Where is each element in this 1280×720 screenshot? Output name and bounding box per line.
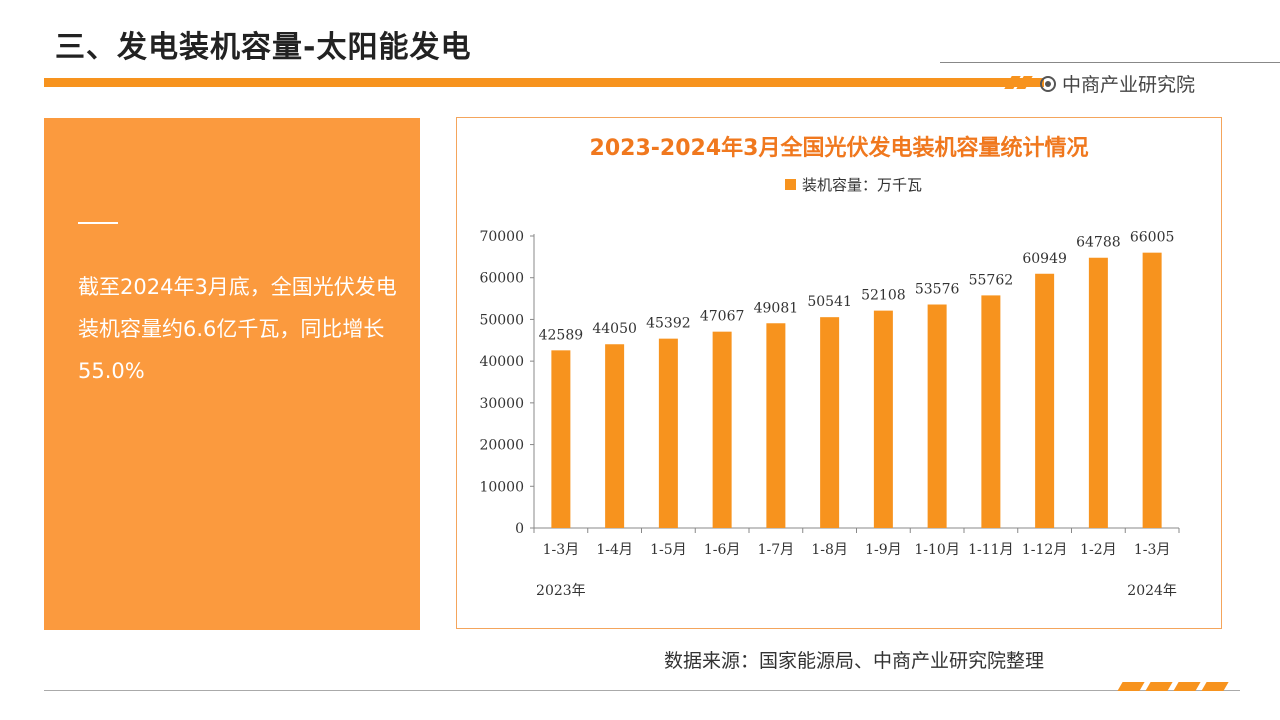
data-label: 49081: [754, 300, 799, 316]
chart-title: 2023-2024年3月全国光伏发电装机容量统计情况: [589, 136, 1089, 161]
bar: [873, 310, 893, 528]
x-tick-label: 1-10月: [914, 542, 959, 558]
data-label: 64788: [1076, 235, 1121, 251]
bar: [1142, 252, 1162, 528]
year-label-2023: 2023年: [536, 583, 586, 599]
bar-chart: 0 10000 20000 30000 40000 50000 60000 70000 4258…: [479, 229, 1180, 599]
x-tick-label: 1-5月: [650, 542, 687, 558]
bar: [712, 331, 732, 528]
x-tick-label: 1-2月: [1080, 542, 1117, 558]
data-label: 42589: [539, 327, 584, 343]
data-label: 66005: [1130, 230, 1175, 246]
data-label: 44050: [592, 321, 637, 337]
bar: [605, 344, 625, 528]
summary-panel: 截至2024年3月底，全国光伏发电装机容量约6.6亿千瓦，同比增长55.0%: [44, 118, 420, 630]
year-label-2024: 2024年: [1127, 583, 1177, 599]
data-label: 47067: [700, 309, 745, 325]
y-tick-label: 10000: [479, 479, 524, 495]
x-tick-label: 1-7月: [758, 542, 795, 558]
y-tick-label: 70000: [479, 229, 524, 245]
bar: [927, 304, 947, 528]
page-title: 三、发电装机容量-太阳能发电: [55, 30, 472, 65]
y-tick-label: 0: [515, 521, 524, 537]
panel-divider: [78, 222, 118, 224]
brand-circle-icon: [1040, 75, 1056, 92]
chart-legend: 装机容量：万千瓦: [785, 174, 922, 195]
brand-logo: 中商产业研究院: [1040, 70, 1195, 97]
y-tick-label: 30000: [479, 396, 524, 412]
data-label: 45392: [646, 316, 691, 332]
legend-swatch: [785, 179, 796, 190]
bar: [1035, 273, 1055, 528]
legend-label: 装机容量：万千瓦: [802, 176, 923, 194]
bar: [766, 323, 786, 528]
data-label: 52108: [861, 288, 906, 304]
data-label: 55762: [969, 272, 1014, 288]
title-underline-bar: [44, 78, 1044, 87]
chart-container: 2023-2024年3月全国光伏发电装机容量统计情况 装机容量：万千瓦 0 100…: [456, 117, 1222, 629]
x-tick-label: 1-3月: [543, 542, 580, 558]
data-source: 数据来源：国家能源局、中商产业研究院整理: [664, 650, 1045, 672]
bar: [820, 317, 840, 528]
bar: [1088, 257, 1108, 528]
brand-name: 中商产业研究院: [1062, 74, 1196, 96]
bar: [658, 338, 678, 528]
y-tick-label: 50000: [479, 312, 524, 328]
data-label: 60949: [1022, 251, 1067, 267]
x-tick-label: 1-4月: [596, 542, 633, 558]
y-tick-label: 20000: [479, 438, 524, 454]
bar: [551, 350, 571, 528]
x-tick-label: 1-12月: [1022, 542, 1067, 558]
x-tick-label: 1-3月: [1134, 542, 1171, 558]
x-tick-label: 1-11月: [968, 542, 1013, 558]
x-tick-label: 1-6月: [704, 542, 741, 558]
bar: [981, 295, 1001, 528]
footer-line: [44, 690, 1240, 691]
data-label: 53576: [915, 282, 960, 298]
x-tick-label: 1-8月: [811, 542, 848, 558]
title-thin-line: [940, 62, 1280, 63]
y-tick-label: 60000: [479, 271, 524, 287]
x-tick-label: 1-9月: [865, 542, 902, 558]
data-label: 50541: [807, 294, 852, 310]
summary-text: 截至2024年3月底，全国光伏发电装机容量约6.6亿千瓦，同比增长55.0%: [78, 275, 397, 383]
y-tick-label: 40000: [479, 354, 524, 370]
